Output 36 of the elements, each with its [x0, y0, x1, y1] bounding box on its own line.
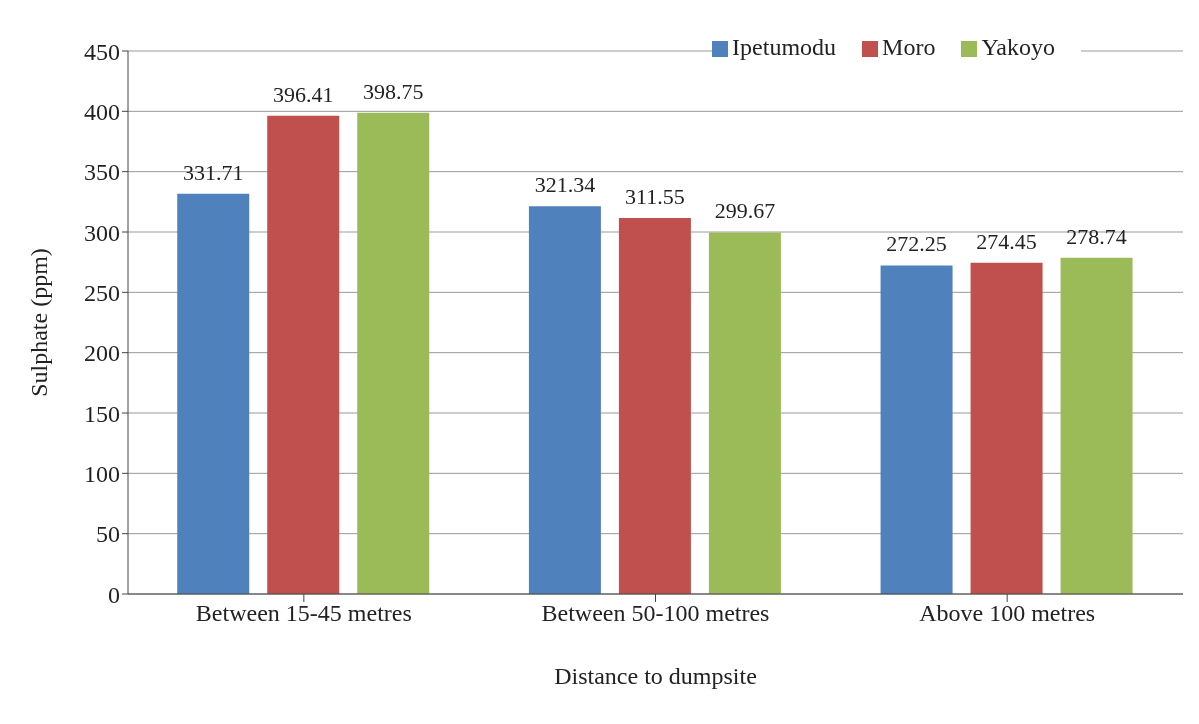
y-tick-label: 200	[84, 340, 120, 367]
bar	[357, 112, 430, 594]
data-label: 311.55	[625, 184, 685, 210]
data-label: 272.25	[886, 231, 947, 257]
y-tick-label: 0	[108, 581, 120, 608]
data-label: 278.74	[1066, 223, 1127, 249]
bar	[618, 218, 691, 594]
bar	[1060, 257, 1133, 594]
legend-label: Yakoyo	[981, 34, 1055, 60]
x-tick-label: Between 15-45 metres	[195, 600, 412, 627]
data-label: 396.41	[272, 81, 334, 107]
data-label: 299.67	[714, 198, 776, 224]
data-label: 398.75	[362, 78, 424, 104]
bar	[177, 193, 250, 594]
data-label: 321.34	[534, 172, 596, 198]
y-tick-label: 100	[84, 460, 120, 487]
x-tick-label: Between 50-100 metres	[541, 600, 770, 627]
y-tick-label: 350	[84, 159, 120, 186]
y-tick-label: 400	[84, 98, 120, 125]
y-tick-label: 450	[84, 38, 120, 65]
y-tick-label: 300	[84, 219, 120, 246]
bar	[267, 115, 340, 594]
legend-label: Moro	[882, 34, 936, 60]
bar	[708, 232, 781, 594]
x-tick-label: Above 100 metres	[919, 600, 1096, 627]
bar	[880, 265, 953, 594]
y-tick-label: 50	[96, 521, 120, 548]
bar	[970, 262, 1043, 594]
data-label: 274.45	[976, 228, 1037, 254]
bar	[528, 206, 601, 594]
y-axis-title: Sulphate (ppm)	[25, 248, 52, 397]
x-axis-title: Distance to dumpsite	[554, 663, 757, 689]
y-tick-label: 250	[84, 279, 120, 306]
y-tick-label: 150	[84, 400, 120, 427]
data-label: 331.71	[182, 159, 244, 185]
legend-label: Ipetumodu	[732, 34, 837, 60]
